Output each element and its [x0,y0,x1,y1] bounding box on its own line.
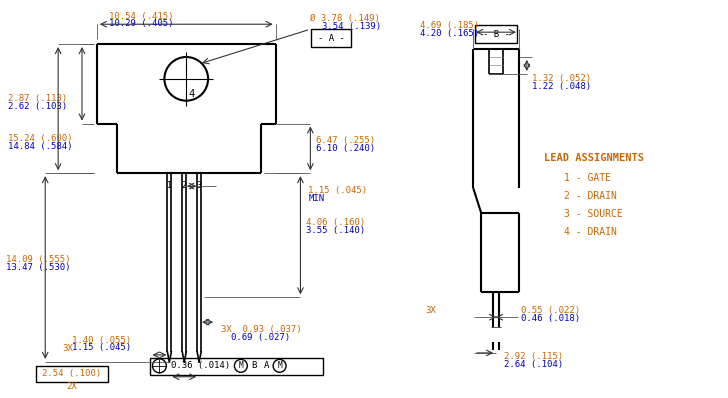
Text: 2: 2 [182,181,187,189]
Text: 6.47 (.255): 6.47 (.255) [317,136,376,145]
Text: 4: 4 [188,89,194,99]
Text: MIN: MIN [309,193,325,203]
Text: 0.36 (.014): 0.36 (.014) [171,361,231,370]
Text: 1.22 (.048): 1.22 (.048) [532,82,591,91]
Text: - A -: - A - [318,33,344,43]
FancyBboxPatch shape [475,25,517,43]
Text: 4 - DRAIN: 4 - DRAIN [563,227,617,237]
Text: 3 - SOURCE: 3 - SOURCE [563,209,622,219]
Text: 3: 3 [197,181,202,189]
Bar [36,366,108,382]
Text: 10.29 (.405): 10.29 (.405) [109,19,174,28]
Text: 1.40 (.055): 1.40 (.055) [72,336,131,345]
Bar [149,358,323,375]
Text: A: A [264,361,269,370]
Text: 1.15 (.045): 1.15 (.045) [72,343,131,353]
Text: 13.47 (.530): 13.47 (.530) [6,263,70,272]
Text: 2X: 2X [67,382,77,391]
Text: 6.10 (.240): 6.10 (.240) [317,144,376,153]
Text: 2.54 (.100): 2.54 (.100) [42,369,102,378]
Text: 1.32 (.052): 1.32 (.052) [532,74,591,83]
Text: - B -: - B - [483,30,510,39]
Text: 1.15 (.045): 1.15 (.045) [309,185,368,195]
Text: 3.54 (.139): 3.54 (.139) [323,22,381,31]
Text: B: B [251,361,256,370]
Text: M: M [239,361,243,370]
Text: 3X: 3X [426,306,437,315]
Text: 2 - DRAIN: 2 - DRAIN [563,191,617,201]
Text: 4.20 (.165): 4.20 (.165) [419,29,479,38]
Text: 2.62 (.103): 2.62 (.103) [7,102,67,111]
FancyBboxPatch shape [312,29,351,47]
Text: 0.69 (.027): 0.69 (.027) [231,333,290,341]
Text: 14.84 (.584): 14.84 (.584) [7,142,72,151]
Text: 3.55 (.140): 3.55 (.140) [306,226,365,235]
Text: 15.24 (.600): 15.24 (.600) [7,134,72,143]
Text: 10.54 (.415): 10.54 (.415) [109,12,174,21]
Text: 3X: 3X [62,344,73,353]
Text: 2.92 (.115): 2.92 (.115) [504,352,563,361]
Text: 0.55 (.022): 0.55 (.022) [521,306,580,315]
Text: 2.87 (.113): 2.87 (.113) [7,94,67,103]
Text: 14.09 (.555): 14.09 (.555) [6,255,70,264]
Text: 4.06 (.160): 4.06 (.160) [306,219,365,227]
Text: 1: 1 [167,181,172,189]
Text: Ø 3.78 (.149): Ø 3.78 (.149) [310,14,380,23]
Text: 2.64 (.104): 2.64 (.104) [504,360,563,369]
Text: 4.69 (.185): 4.69 (.185) [419,21,479,30]
Text: M: M [277,361,282,370]
Text: 3X  0.93 (.037): 3X 0.93 (.037) [221,325,301,334]
Text: 1 - GATE: 1 - GATE [563,173,611,183]
Text: 0.46 (.018): 0.46 (.018) [521,314,580,323]
Text: LEAD ASSIGNMENTS: LEAD ASSIGNMENTS [544,153,644,163]
